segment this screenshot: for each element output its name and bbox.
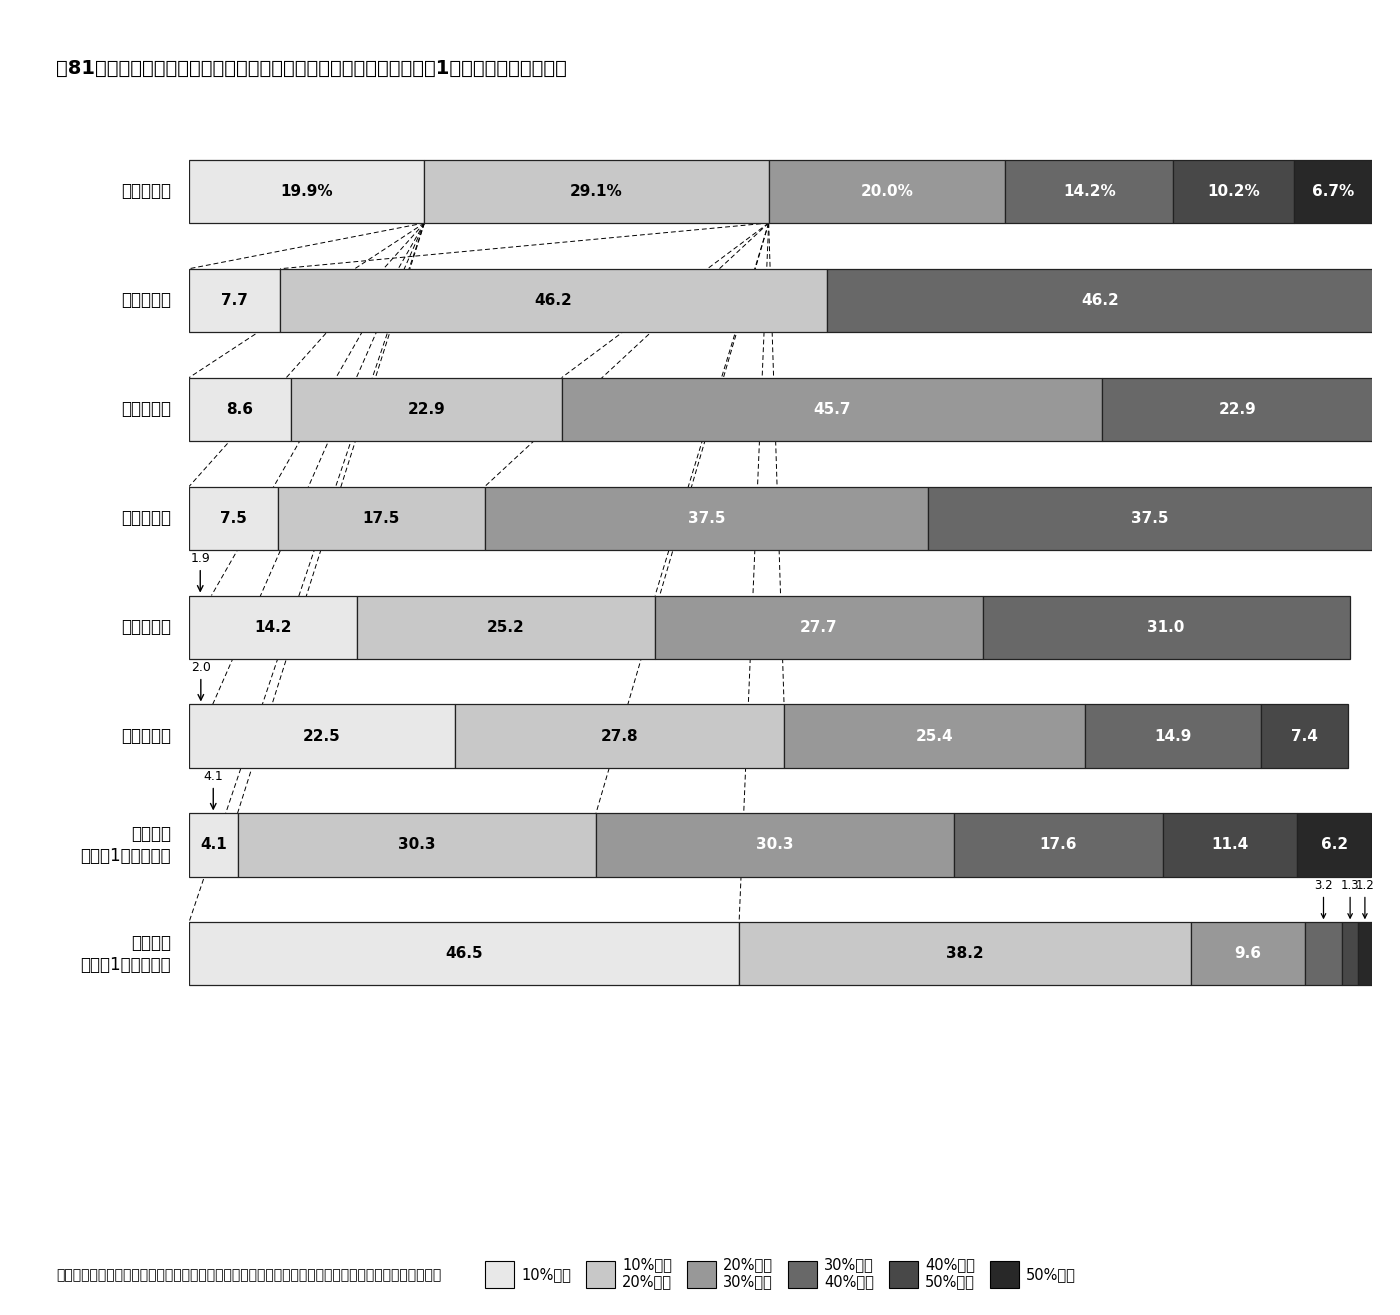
- Bar: [484, 487, 928, 550]
- Text: 1.3: 1.3: [1341, 878, 1359, 918]
- Bar: [1085, 705, 1261, 768]
- Text: 14.2: 14.2: [255, 619, 291, 635]
- Bar: [189, 596, 357, 659]
- Text: 7.7: 7.7: [221, 293, 248, 308]
- Text: 25.2: 25.2: [487, 619, 525, 635]
- Text: 27.7: 27.7: [801, 619, 837, 635]
- Bar: [769, 160, 1005, 224]
- Bar: [189, 160, 424, 224]
- Text: 37.5: 37.5: [1131, 510, 1169, 526]
- Bar: [424, 160, 769, 224]
- Bar: [655, 596, 983, 659]
- Text: 20.0%: 20.0%: [861, 184, 913, 199]
- Text: 37.5: 37.5: [687, 510, 725, 526]
- Text: 1.9: 1.9: [190, 552, 210, 592]
- Text: 8.6: 8.6: [227, 402, 253, 417]
- Text: 17.5: 17.5: [363, 510, 400, 526]
- Text: 19.9%: 19.9%: [280, 184, 333, 199]
- Bar: [826, 268, 1373, 331]
- Bar: [238, 814, 596, 877]
- Text: 7.5: 7.5: [220, 510, 246, 526]
- Text: 第81図　市町村の規模別地方税の歳入総額に占める割合の状況（人口1人当たり額の構成比）: 第81図 市町村の規模別地方税の歳入総額に占める割合の状況（人口1人当たり額の構…: [56, 59, 567, 78]
- Text: 46.2: 46.2: [1081, 293, 1119, 308]
- Text: 7.4: 7.4: [1291, 729, 1317, 743]
- Legend: 10%未満, 10%以上
20%未満, 20%以上
30%未満, 30%以上
40%未満, 40%以上
50%未満, 50%以上: 10%未満, 10%以上 20%未満, 20%以上 30%未満, 30%以上 4…: [479, 1251, 1082, 1295]
- Bar: [1102, 377, 1373, 441]
- Text: 町　　村
（人口1万人以上）: 町 村 （人口1万人以上）: [81, 825, 171, 865]
- Text: 46.2: 46.2: [535, 293, 573, 308]
- Bar: [189, 377, 291, 441]
- Text: 38.2: 38.2: [946, 947, 984, 961]
- Text: 4.1: 4.1: [200, 838, 227, 852]
- Text: 中　核　市: 中 核 市: [122, 400, 171, 418]
- Text: 30.3: 30.3: [398, 838, 435, 852]
- Bar: [1191, 922, 1305, 985]
- Bar: [561, 377, 1102, 441]
- Text: 10.2%: 10.2%: [1207, 184, 1260, 199]
- Text: （注）　「市町村合計」における団体は、大都市、中核市、特例市、中都市、小都市及び町村である。: （注） 「市町村合計」における団体は、大都市、中核市、特例市、中都市、小都市及び…: [56, 1268, 441, 1282]
- Bar: [784, 705, 1085, 768]
- Bar: [1343, 922, 1358, 985]
- Bar: [189, 814, 238, 877]
- Text: 中　都　市: 中 都 市: [122, 618, 171, 636]
- Bar: [1298, 814, 1371, 877]
- Text: 22.5: 22.5: [304, 729, 342, 743]
- Text: 6.2: 6.2: [1320, 838, 1348, 852]
- Bar: [1358, 922, 1372, 985]
- Bar: [1005, 160, 1173, 224]
- Bar: [189, 487, 277, 550]
- Text: 22.9: 22.9: [407, 402, 445, 417]
- Bar: [1162, 814, 1298, 877]
- Text: 45.7: 45.7: [813, 402, 851, 417]
- Bar: [928, 487, 1372, 550]
- Text: 25.4: 25.4: [916, 729, 953, 743]
- Text: 11.4: 11.4: [1211, 838, 1249, 852]
- Bar: [955, 814, 1162, 877]
- Text: 2.0: 2.0: [190, 661, 211, 700]
- Bar: [1261, 705, 1348, 768]
- Text: 27.8: 27.8: [601, 729, 638, 743]
- Bar: [357, 596, 655, 659]
- Bar: [983, 596, 1350, 659]
- Bar: [277, 487, 484, 550]
- Text: 小　都　市: 小 都 市: [122, 727, 171, 746]
- Bar: [189, 922, 739, 985]
- Text: 市町村合計: 市町村合計: [122, 183, 171, 200]
- Text: 9.6: 9.6: [1235, 947, 1261, 961]
- Bar: [1294, 160, 1373, 224]
- Text: 17.6: 17.6: [1040, 838, 1077, 852]
- Text: 30.3: 30.3: [756, 838, 794, 852]
- Bar: [455, 705, 784, 768]
- Text: 31.0: 31.0: [1148, 619, 1184, 635]
- Text: 14.9: 14.9: [1154, 729, 1191, 743]
- Bar: [189, 268, 280, 331]
- Text: 町　　村
（人口1万人未満）: 町 村 （人口1万人未満）: [81, 934, 171, 974]
- Text: 1.2: 1.2: [1355, 878, 1375, 918]
- Bar: [291, 377, 561, 441]
- Text: 大　都　市: 大 都 市: [122, 292, 171, 309]
- Bar: [189, 705, 455, 768]
- Bar: [280, 268, 826, 331]
- Text: 4.1: 4.1: [203, 769, 223, 809]
- Bar: [739, 922, 1191, 985]
- Bar: [1305, 922, 1343, 985]
- Text: 29.1%: 29.1%: [570, 184, 623, 199]
- Bar: [1173, 160, 1294, 224]
- Text: 特　例　市: 特 例 市: [122, 509, 171, 527]
- Text: 46.5: 46.5: [445, 947, 483, 961]
- Text: 3.2: 3.2: [1315, 878, 1333, 918]
- Bar: [596, 814, 955, 877]
- Text: 22.9: 22.9: [1219, 402, 1257, 417]
- Text: 14.2%: 14.2%: [1063, 184, 1116, 199]
- Text: 6.7%: 6.7%: [1312, 184, 1355, 199]
